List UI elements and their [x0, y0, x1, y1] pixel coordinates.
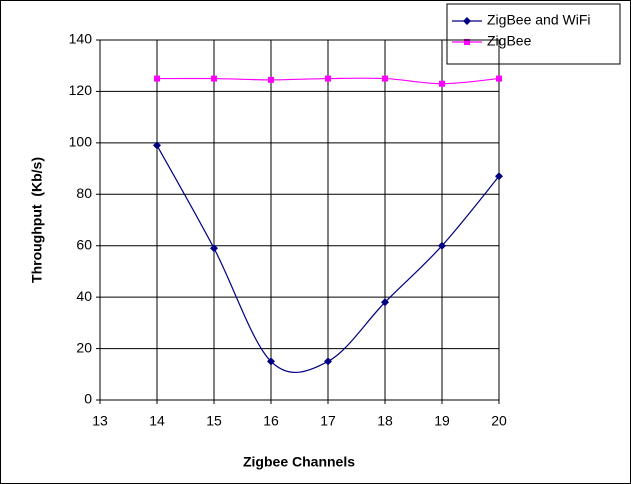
legend: ZigBee and WiFi ZigBee — [446, 3, 621, 65]
marker — [267, 357, 275, 366]
y-tick-label: 140 — [69, 31, 93, 47]
x-tick-label: 13 — [92, 413, 108, 429]
marker — [210, 244, 218, 253]
x-tick-label: 16 — [263, 413, 279, 429]
marker — [495, 172, 503, 181]
y-tick-label: 100 — [69, 134, 93, 150]
x-tick-label: 14 — [149, 413, 165, 429]
x-axis-title: Zigbee Channels — [243, 454, 355, 470]
legend-label: ZigBee and WiFi — [487, 12, 590, 28]
marker — [464, 39, 470, 45]
y-tick-label: 40 — [76, 288, 92, 304]
marker — [382, 75, 388, 82]
marker — [439, 80, 445, 87]
marker — [268, 76, 274, 83]
x-tick-label: 19 — [434, 413, 450, 429]
marker — [381, 298, 389, 307]
x-tick-label: 20 — [491, 413, 507, 429]
marker — [154, 75, 160, 82]
plot-border — [99, 39, 500, 401]
legend-box — [446, 3, 621, 65]
marker — [324, 357, 332, 366]
y-tick-label: 60 — [76, 236, 92, 252]
x-tick-label: 15 — [206, 413, 222, 429]
y-tick-label: 80 — [76, 185, 92, 201]
y-tick-label: 120 — [69, 82, 93, 98]
marker — [153, 141, 161, 150]
legend-label: ZigBee — [487, 33, 532, 49]
marker — [325, 75, 331, 82]
marker — [438, 241, 446, 250]
marker — [211, 75, 217, 82]
x-tick-label: 18 — [377, 413, 393, 429]
marker — [463, 17, 471, 25]
y-tick-label: 0 — [84, 391, 92, 407]
y-tick-label: 20 — [76, 339, 92, 355]
marker — [496, 75, 502, 82]
y-axis-title: Throughput (Kb/s) — [29, 157, 45, 283]
x-tick-label: 17 — [320, 413, 336, 429]
